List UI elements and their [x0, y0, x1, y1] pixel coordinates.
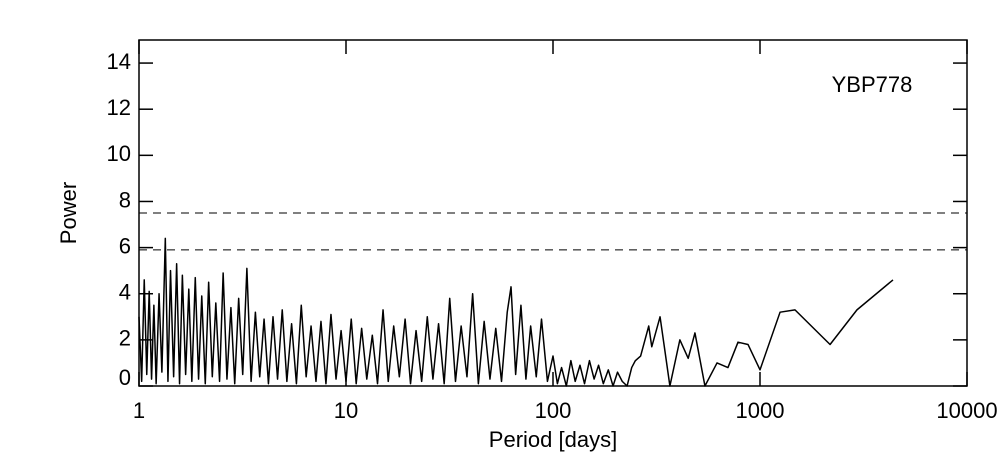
power-line	[138, 237, 894, 387]
x-tick-label: 100	[535, 398, 572, 423]
x-axis-label: Period [days]	[489, 427, 617, 452]
annotation: YBP778	[832, 72, 913, 97]
y-tick-label: 12	[107, 95, 131, 120]
y-tick-label: 14	[107, 49, 131, 74]
y-tick-label: 4	[119, 280, 131, 305]
x-tick-label: 1	[133, 398, 145, 423]
y-tick-label: 2	[119, 326, 131, 351]
y-tick-label: 10	[107, 141, 131, 166]
x-tick-label: 10000	[936, 398, 997, 423]
y-tick-label: 6	[119, 233, 131, 258]
y-tick-label: 8	[119, 187, 131, 212]
y-axis-label: Power	[56, 182, 81, 244]
y-tick-label: 0	[119, 365, 131, 390]
x-tick-label: 10	[334, 398, 358, 423]
x-tick-label: 1000	[736, 398, 785, 423]
